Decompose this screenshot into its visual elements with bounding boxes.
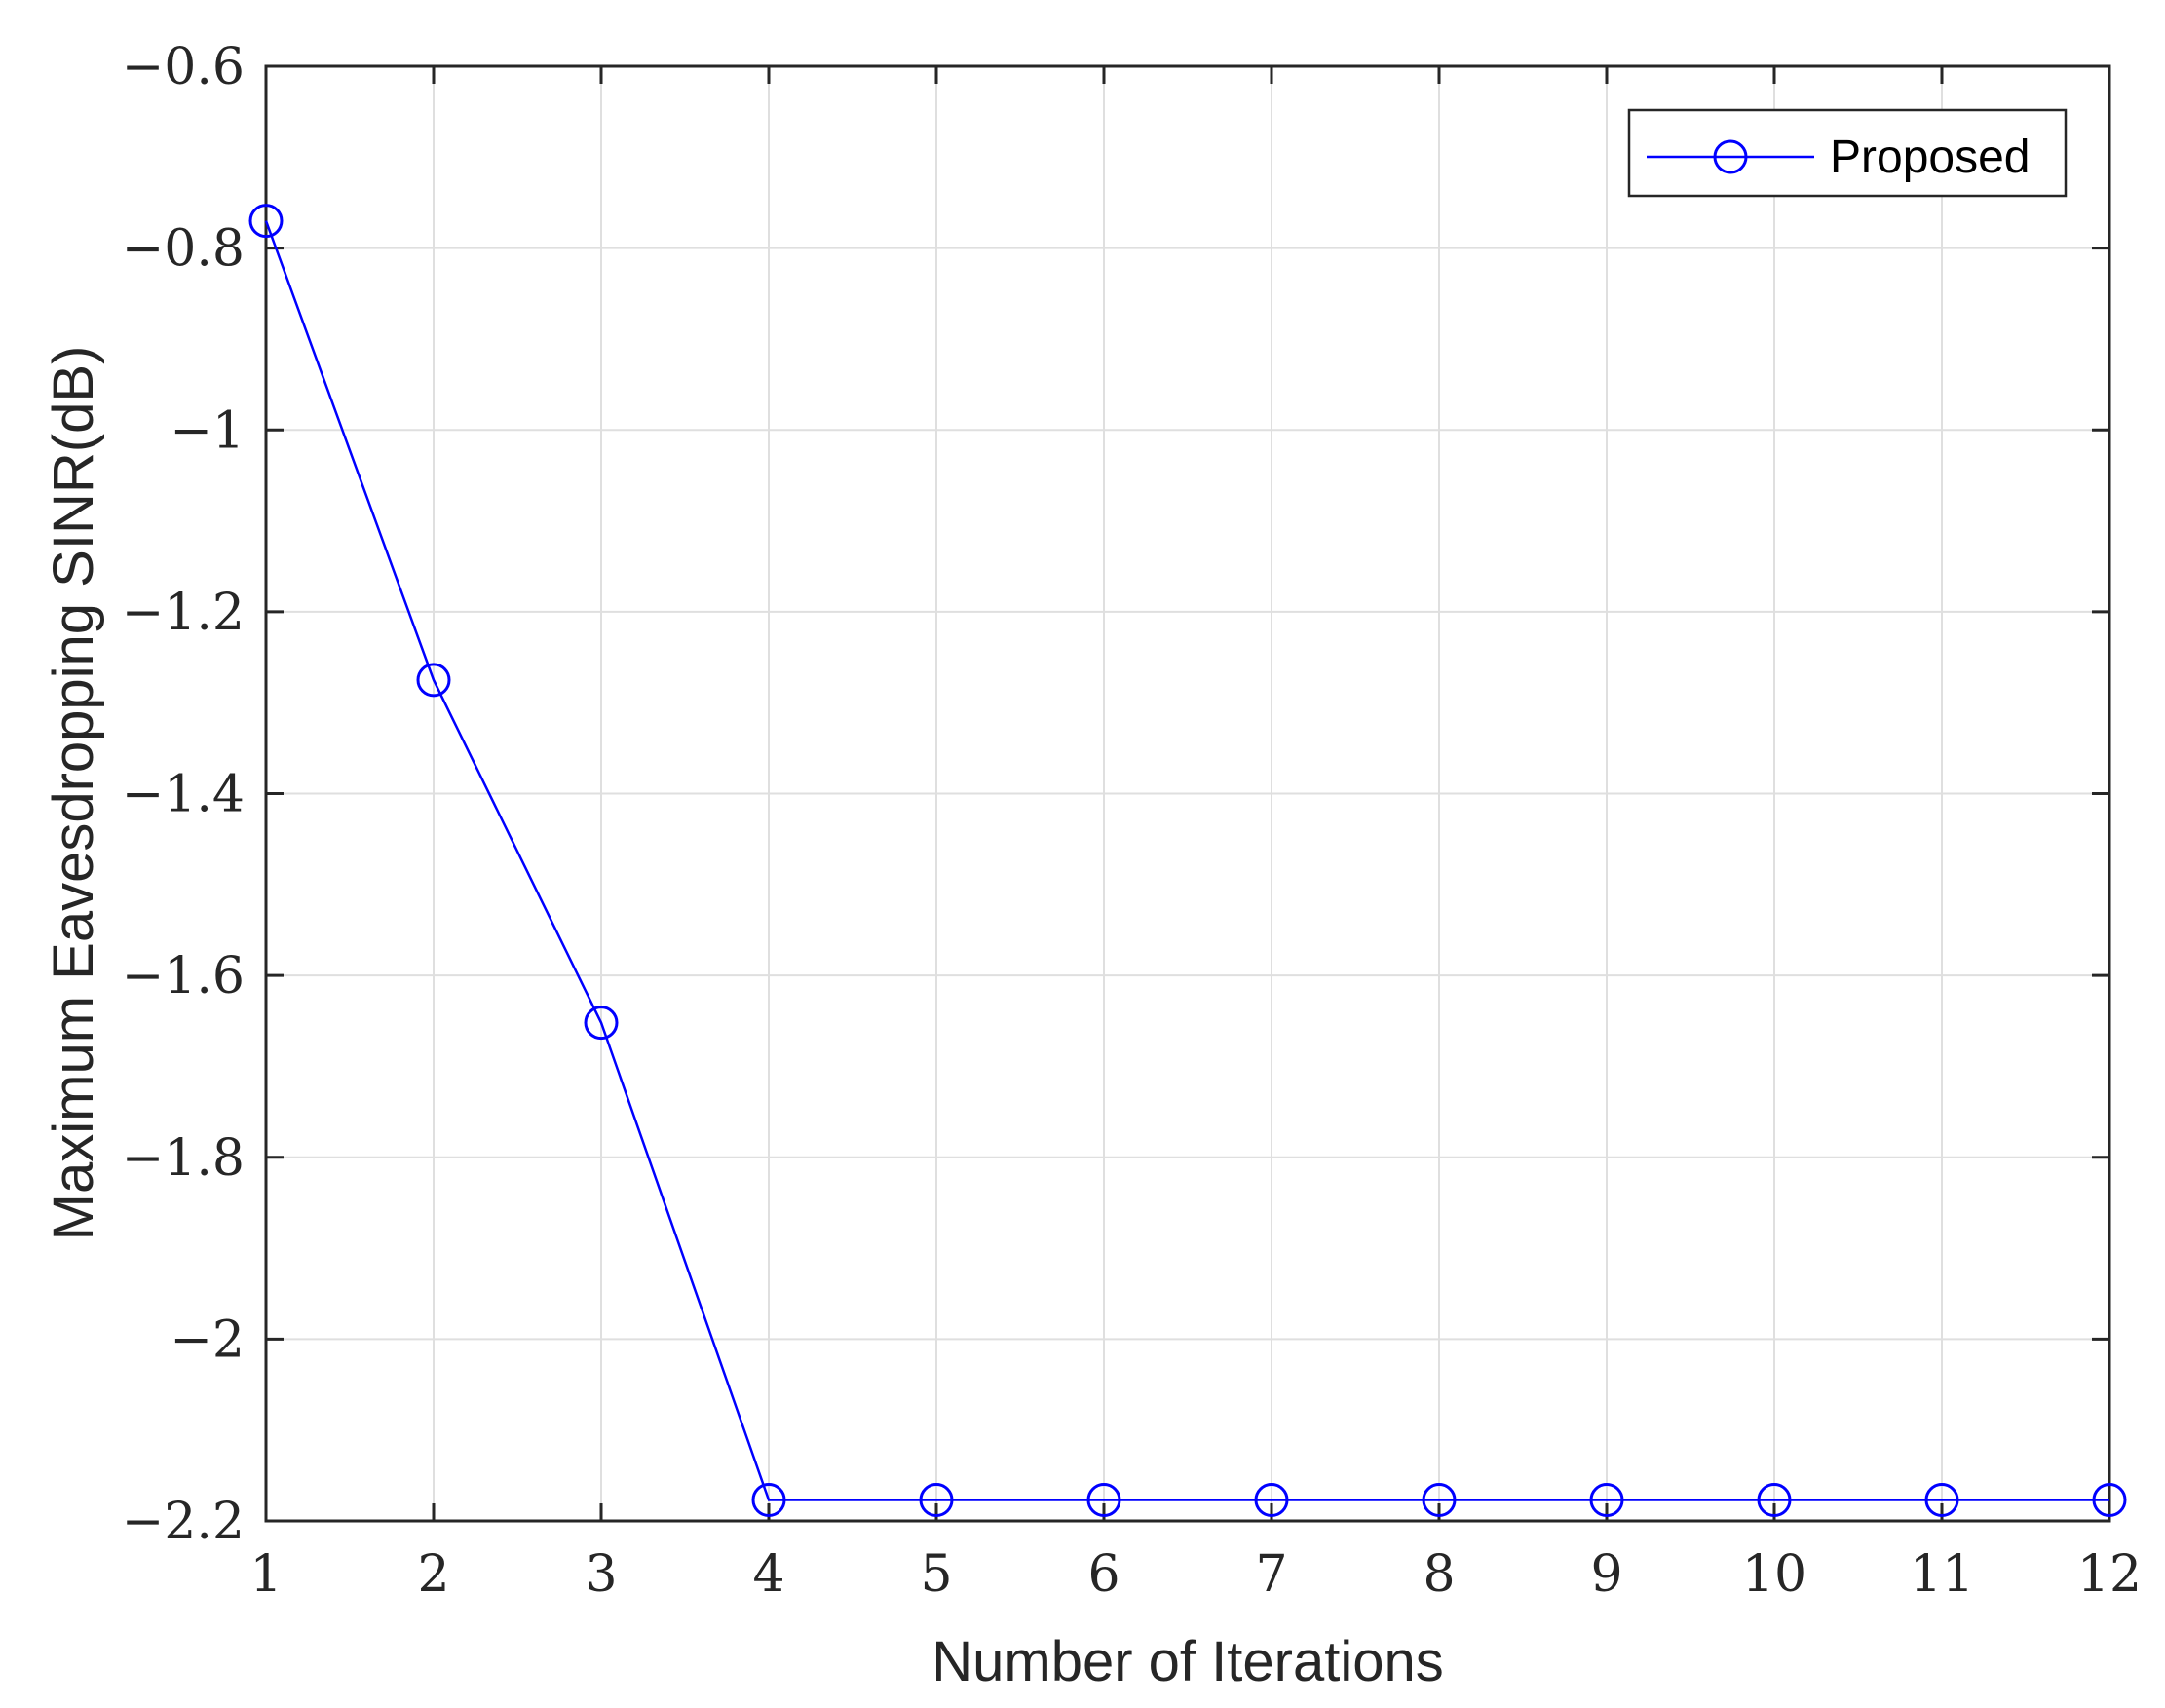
legend-label: Proposed [1830, 132, 2030, 183]
legend: Proposed [1627, 108, 2068, 198]
data-point [416, 663, 451, 698]
y-tick-labels: −0.6 −0.8 −1 −1.2 −1.4 −1.6 −1.8 −2 −2.2 [122, 38, 245, 1551]
x-tick-label: 5 [920, 1545, 952, 1604]
x-tick-label: 9 [1590, 1545, 1622, 1604]
y-tick-label: −1.8 [122, 1129, 245, 1188]
x-tick-label: 8 [1423, 1545, 1455, 1604]
data-point [1422, 1483, 1457, 1518]
data-point [1254, 1483, 1289, 1518]
x-tick-label: 7 [1255, 1545, 1287, 1604]
data-point [248, 204, 284, 239]
data-point [1757, 1483, 1792, 1518]
x-tick-label: 11 [1910, 1545, 1974, 1604]
legend-box [1627, 108, 2068, 198]
x-tick-label: 2 [417, 1545, 449, 1604]
x-tick-label: 1 [249, 1545, 282, 1604]
x-axis-label: Number of Iterations [931, 1630, 1443, 1693]
x-tick-labels: 1 2 3 4 5 6 7 8 9 10 11 12 [249, 1545, 2142, 1604]
data-point [584, 1006, 619, 1041]
y-tick-label: −2 [170, 1310, 245, 1369]
y-tick-label: −1.6 [122, 947, 245, 1006]
y-tick-label: −0.6 [122, 38, 245, 96]
y-tick-label: −1 [170, 401, 245, 460]
data-point [1924, 1483, 1959, 1518]
legend-marker [1713, 139, 1748, 174]
y-tick-label: −0.8 [122, 220, 245, 279]
x-tick-label: 10 [1742, 1545, 1806, 1604]
series-line-0 [264, 220, 2109, 1501]
series-group [248, 204, 2127, 1518]
y-tick-label: −2.2 [122, 1493, 245, 1551]
grid-lines [265, 65, 2110, 1522]
x-tick-label: 4 [752, 1545, 784, 1604]
x-tick-label: 12 [2077, 1545, 2142, 1604]
data-point [1589, 1483, 1624, 1518]
data-point [1086, 1483, 1121, 1518]
y-tick-label: −1.4 [122, 766, 245, 824]
data-point [2092, 1483, 2127, 1518]
y-tick-label: −1.2 [122, 584, 245, 642]
x-tick-label: 6 [1087, 1545, 1120, 1604]
data-point [751, 1483, 786, 1518]
data-point [919, 1483, 954, 1518]
x-tick-label: 3 [585, 1545, 617, 1604]
plot-frame [264, 64, 2111, 1523]
y-axis-label: Maximum Eavesdropping SINR(dB) [42, 346, 105, 1241]
